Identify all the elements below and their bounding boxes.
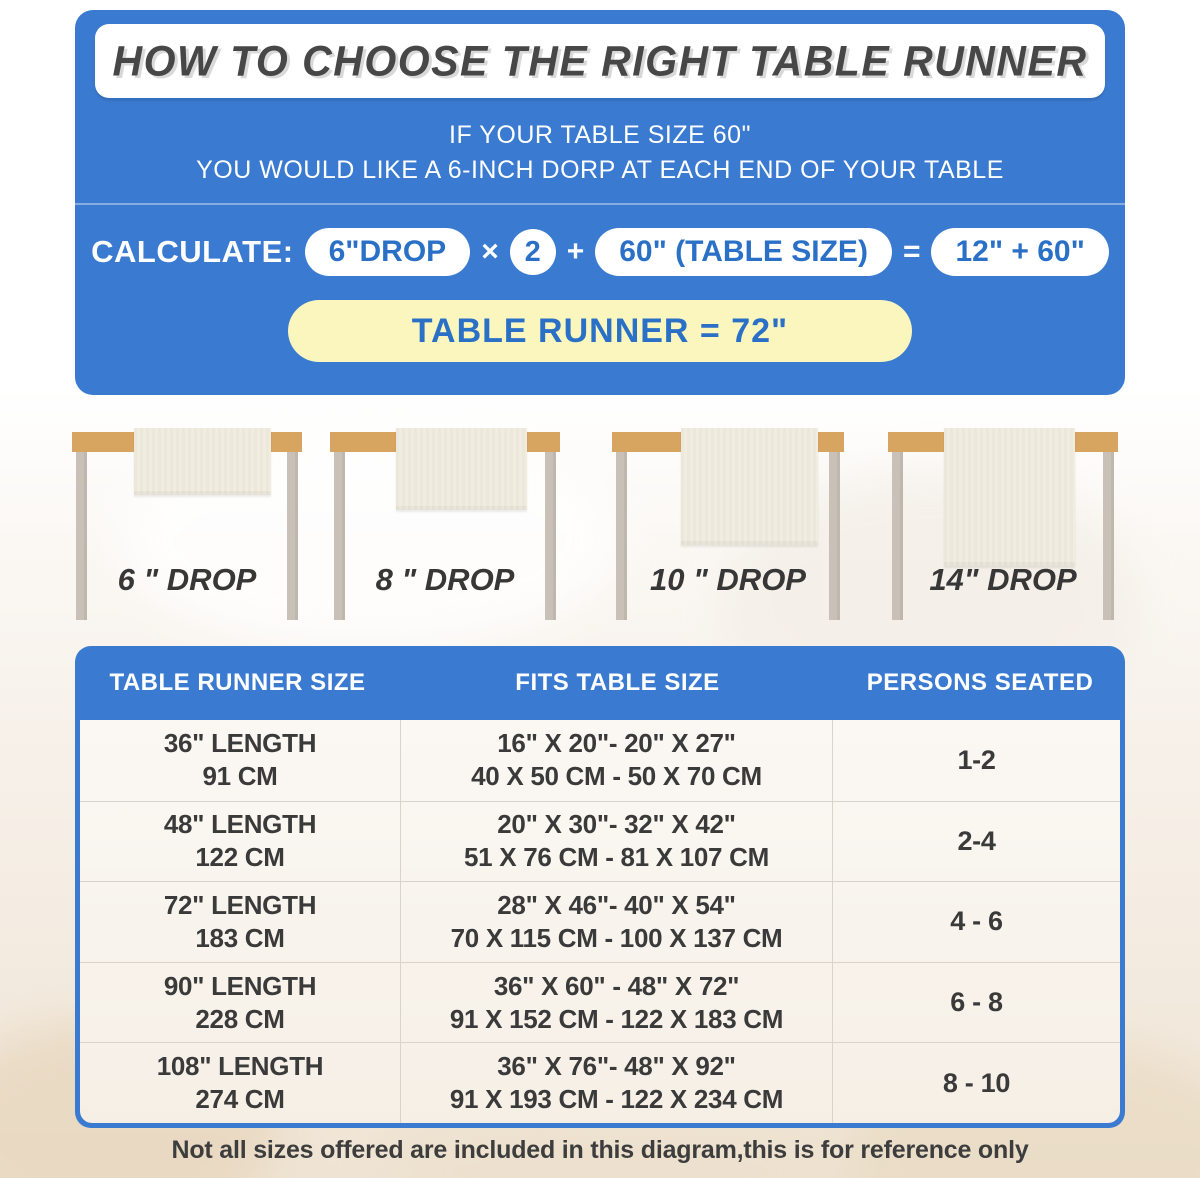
persons-count: 4 - 6	[950, 906, 1003, 937]
table-row: 108" LENGTH 274 CM 36" X 76"- 48" X 92" …	[80, 1042, 1120, 1123]
persons-count: 6 - 8	[950, 987, 1003, 1018]
fits-table-cell: 16" X 20"- 20" X 27" 40 X 50 CM - 50 X 7…	[400, 720, 833, 801]
disclaimer-note: Not all sizes offered are included in th…	[171, 1136, 1029, 1164]
table-leg	[334, 452, 345, 620]
fits-cm: 51 X 76 CM - 81 X 107 CM	[464, 842, 769, 873]
table-row: 36" LENGTH 91 CM 16" X 20"- 20" X 27" 40…	[80, 720, 1120, 801]
size-chart-panel: TABLE RUNNER SIZE FITS TABLE SIZE PERSON…	[75, 646, 1125, 1128]
drop-label: 14" DROP	[929, 562, 1077, 597]
persons-cell: 6 - 8	[833, 963, 1120, 1043]
result-text: TABLE RUNNER = 72"	[411, 311, 789, 350]
size-cm: 122 CM	[195, 842, 285, 873]
size-chart-body: 36" LENGTH 91 CM 16" X 20"- 20" X 27" 40…	[80, 720, 1120, 1123]
table-leg	[829, 452, 840, 620]
instruction-panel: HOW TO CHOOSE THE RIGHT TABLE RUNNER IF …	[75, 10, 1125, 395]
runner-size-cell: 48" LENGTH 122 CM	[80, 802, 400, 882]
size-cm: 183 CM	[195, 922, 285, 953]
title-banner: HOW TO CHOOSE THE RIGHT TABLE RUNNER	[95, 24, 1105, 98]
table-leg	[76, 452, 87, 620]
size-inches: 48" LENGTH	[163, 809, 317, 840]
runner-size-cell: 36" LENGTH 91 CM	[80, 720, 400, 801]
column-header-runner-size: TABLE RUNNER SIZE	[109, 669, 366, 696]
column-header-fits-table: FITS TABLE SIZE	[515, 669, 720, 696]
fits-inches: 36" X 76"- 48" X 92"	[497, 1051, 736, 1082]
persons-count: 2-4	[957, 825, 996, 856]
table-leg	[545, 452, 556, 620]
table-row: 48" LENGTH 122 CM 20" X 30"- 32" X 42" 5…	[80, 800, 1120, 882]
fits-cm: 70 X 115 CM - 100 X 137 CM	[450, 922, 783, 953]
size-inches: 36" LENGTH	[163, 728, 317, 759]
size-chart-header: TABLE RUNNER SIZE FITS TABLE SIZE PERSON…	[75, 646, 1125, 720]
persons-cell: 4 - 6	[833, 882, 1120, 962]
size-inches: 72" LENGTH	[163, 889, 317, 920]
fits-cm: 91 X 193 CM - 122 X 234 CM	[449, 1084, 784, 1115]
table-leg	[1103, 452, 1114, 620]
persons-cell: 1-2	[833, 720, 1120, 801]
persons-count: 1-2	[957, 744, 996, 775]
size-inches: 108" LENGTH	[156, 1051, 324, 1082]
fits-cm: 91 X 152 CM - 122 X 183 CM	[449, 1003, 784, 1034]
column-header-persons: PERSONS SEATED	[866, 669, 1094, 696]
runner-drape	[681, 428, 818, 545]
runner-drape	[944, 428, 1075, 566]
fits-table-cell: 36" X 60" - 48" X 72" 91 X 152 CM - 122 …	[400, 962, 833, 1043]
size-inches: 90" LENGTH	[163, 970, 317, 1001]
persons-cell: 8 - 10	[833, 1043, 1120, 1123]
fits-inches: 20" X 30"- 32" X 42"	[497, 809, 736, 840]
drop-figure-8in: 8 " DROP	[330, 420, 560, 620]
multiplier-circle: 2	[509, 229, 556, 275]
drop-value-pill: 6"DROP	[304, 228, 471, 276]
intro-line-1: IF YOUR TABLE SIZE 60"	[449, 121, 751, 149]
runner-size-cell: 90" LENGTH 228 CM	[80, 963, 400, 1043]
sum-pill: 12" + 60"	[931, 228, 1109, 276]
intro-line-2: YOU WOULD LIKE A 6-INCH DORP AT EACH END…	[196, 156, 1004, 184]
table-leg	[892, 452, 903, 620]
size-cm: 274 CM	[195, 1084, 285, 1115]
persons-count: 8 - 10	[942, 1067, 1011, 1098]
result-pill: TABLE RUNNER = 72"	[288, 300, 912, 362]
table-row: 72" LENGTH 183 CM 28" X 46"- 40" X 54" 7…	[80, 881, 1120, 962]
table-leg	[616, 452, 627, 620]
table-row: 90" LENGTH 228 CM 36" X 60" - 48" X 72" …	[80, 961, 1120, 1043]
fits-table-cell: 36" X 76"- 48" X 92" 91 X 193 CM - 122 X…	[400, 1043, 833, 1123]
table-size-pill: 60" (TABLE SIZE)	[595, 228, 892, 276]
plus-operator: +	[566, 235, 585, 268]
fits-inches: 36" X 60" - 48" X 72"	[493, 970, 740, 1001]
runner-size-cell: 108" LENGTH 274 CM	[80, 1043, 400, 1123]
intro-text: IF YOUR TABLE SIZE 60" YOU WOULD LIKE A …	[75, 118, 1125, 188]
drop-figure-6in: 6 " DROP	[72, 420, 302, 620]
drop-label: 8 " DROP	[375, 562, 515, 597]
table-leg	[287, 452, 298, 620]
size-cm: 91 CM	[202, 761, 278, 792]
fits-inches: 28" X 46"- 40" X 54"	[497, 889, 736, 920]
page-title: HOW TO CHOOSE THE RIGHT TABLE RUNNER	[112, 36, 1088, 85]
fits-table-cell: 20" X 30"- 32" X 42" 51 X 76 CM - 81 X 1…	[400, 801, 833, 882]
runner-size-cell: 72" LENGTH 183 CM	[80, 882, 400, 962]
drop-label: 10 " DROP	[650, 562, 806, 597]
equals-operator: =	[902, 235, 921, 268]
fits-cm: 40 X 50 CM - 50 X 70 CM	[471, 761, 762, 792]
fits-table-cell: 28" X 46"- 40" X 54" 70 X 115 CM - 100 X…	[400, 882, 833, 962]
fits-inches: 16" X 20"- 20" X 27"	[497, 728, 736, 759]
drop-figure-10in: 10 " DROP	[612, 420, 844, 620]
calculate-label: CALCULATE:	[91, 234, 294, 269]
times-operator: ×	[481, 235, 499, 268]
runner-drape	[134, 428, 271, 495]
calculation-row: CALCULATE: 6"DROP × 2 + 60" (TABLE SIZE)…	[75, 224, 1125, 280]
persons-cell: 2-4	[833, 802, 1120, 882]
divider-line	[75, 203, 1125, 205]
drop-figure-14in: 14" DROP	[888, 420, 1118, 620]
drop-label: 6 " DROP	[117, 562, 257, 597]
runner-drape	[396, 428, 527, 510]
size-cm: 228 CM	[195, 1003, 285, 1034]
